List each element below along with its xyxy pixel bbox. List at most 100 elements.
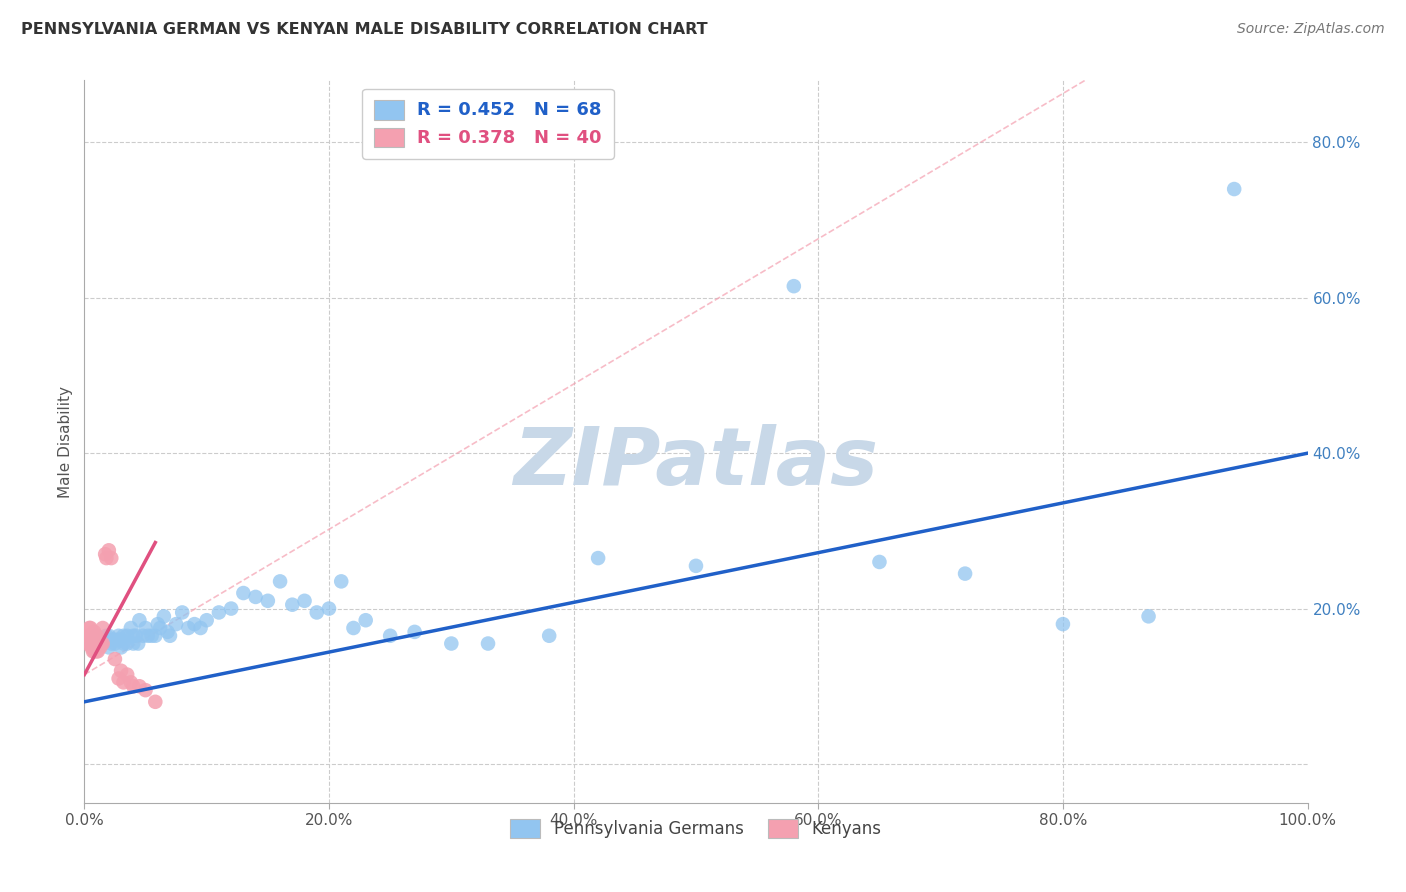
- Point: [132, 629, 155, 643]
- Point: [83, 644, 105, 658]
- Point: [89, 640, 111, 655]
- Point: [354, 613, 377, 627]
- Point: [86, 640, 108, 655]
- Point: [84, 640, 107, 655]
- Point: [143, 695, 166, 709]
- Point: [318, 601, 340, 615]
- Point: [128, 613, 150, 627]
- Point: [1052, 617, 1074, 632]
- Point: [120, 621, 142, 635]
- Point: [97, 629, 120, 643]
- Point: [232, 586, 254, 600]
- Point: [1137, 609, 1160, 624]
- Point: [87, 632, 110, 647]
- Point: [135, 683, 157, 698]
- Point: [330, 574, 353, 589]
- Point: [125, 629, 148, 643]
- Point: [128, 679, 150, 693]
- Point: [136, 629, 159, 643]
- Point: [100, 632, 122, 647]
- Point: [86, 629, 108, 643]
- Point: [84, 629, 107, 643]
- Point: [149, 621, 172, 635]
- Point: [100, 636, 122, 650]
- Point: [685, 558, 707, 573]
- Point: [107, 632, 129, 647]
- Point: [79, 629, 101, 643]
- Point: [100, 551, 122, 566]
- Point: [219, 601, 242, 615]
- Point: [104, 636, 127, 650]
- Point: [83, 632, 105, 647]
- Point: [953, 566, 976, 581]
- Point: [586, 551, 609, 566]
- Point: [110, 664, 132, 678]
- Point: [269, 574, 291, 589]
- Point: [380, 629, 402, 643]
- Point: [127, 636, 149, 650]
- Point: [294, 594, 316, 608]
- Point: [77, 629, 100, 643]
- Point: [76, 636, 98, 650]
- Point: [135, 621, 157, 635]
- Point: [77, 629, 100, 643]
- Y-axis label: Male Disability: Male Disability: [58, 385, 73, 498]
- Point: [177, 621, 200, 635]
- Point: [86, 644, 108, 658]
- Point: [172, 606, 194, 620]
- Text: PENNSYLVANIA GERMAN VS KENYAN MALE DISABILITY CORRELATION CHART: PENNSYLVANIA GERMAN VS KENYAN MALE DISAB…: [21, 22, 707, 37]
- Point: [208, 606, 231, 620]
- Point: [112, 675, 135, 690]
- Text: ZIPatlas: ZIPatlas: [513, 425, 879, 502]
- Point: [79, 636, 101, 650]
- Point: [86, 636, 108, 650]
- Point: [115, 636, 138, 650]
- Point: [143, 629, 166, 643]
- Point: [77, 621, 100, 635]
- Point: [120, 675, 142, 690]
- Point: [141, 629, 163, 643]
- Point: [90, 636, 112, 650]
- Point: [82, 644, 104, 658]
- Point: [122, 679, 145, 693]
- Point: [440, 636, 463, 650]
- Point: [245, 590, 267, 604]
- Point: [96, 629, 118, 643]
- Point: [107, 672, 129, 686]
- Point: [96, 551, 118, 566]
- Point: [91, 636, 114, 650]
- Point: [281, 598, 304, 612]
- Point: [94, 547, 117, 561]
- Point: [91, 632, 114, 647]
- Point: [156, 624, 179, 639]
- Point: [159, 629, 181, 643]
- Point: [342, 621, 364, 635]
- Point: [104, 652, 127, 666]
- Point: [110, 640, 132, 655]
- Point: [86, 629, 108, 643]
- Point: [79, 636, 101, 650]
- Point: [146, 617, 169, 632]
- Point: [80, 640, 103, 655]
- Point: [110, 632, 132, 647]
- Point: [122, 636, 145, 650]
- Point: [538, 629, 561, 643]
- Point: [112, 636, 135, 650]
- Point: [195, 613, 218, 627]
- Point: [97, 543, 120, 558]
- Text: Source: ZipAtlas.com: Source: ZipAtlas.com: [1237, 22, 1385, 37]
- Point: [305, 606, 328, 620]
- Point: [165, 617, 187, 632]
- Point: [257, 594, 280, 608]
- Point: [783, 279, 806, 293]
- Point: [1223, 182, 1246, 196]
- Point: [83, 624, 105, 639]
- Point: [107, 629, 129, 643]
- Point: [91, 636, 114, 650]
- Point: [79, 621, 101, 635]
- Point: [80, 629, 103, 643]
- Point: [404, 624, 426, 639]
- Point: [97, 640, 120, 655]
- Point: [115, 667, 138, 681]
- Point: [869, 555, 891, 569]
